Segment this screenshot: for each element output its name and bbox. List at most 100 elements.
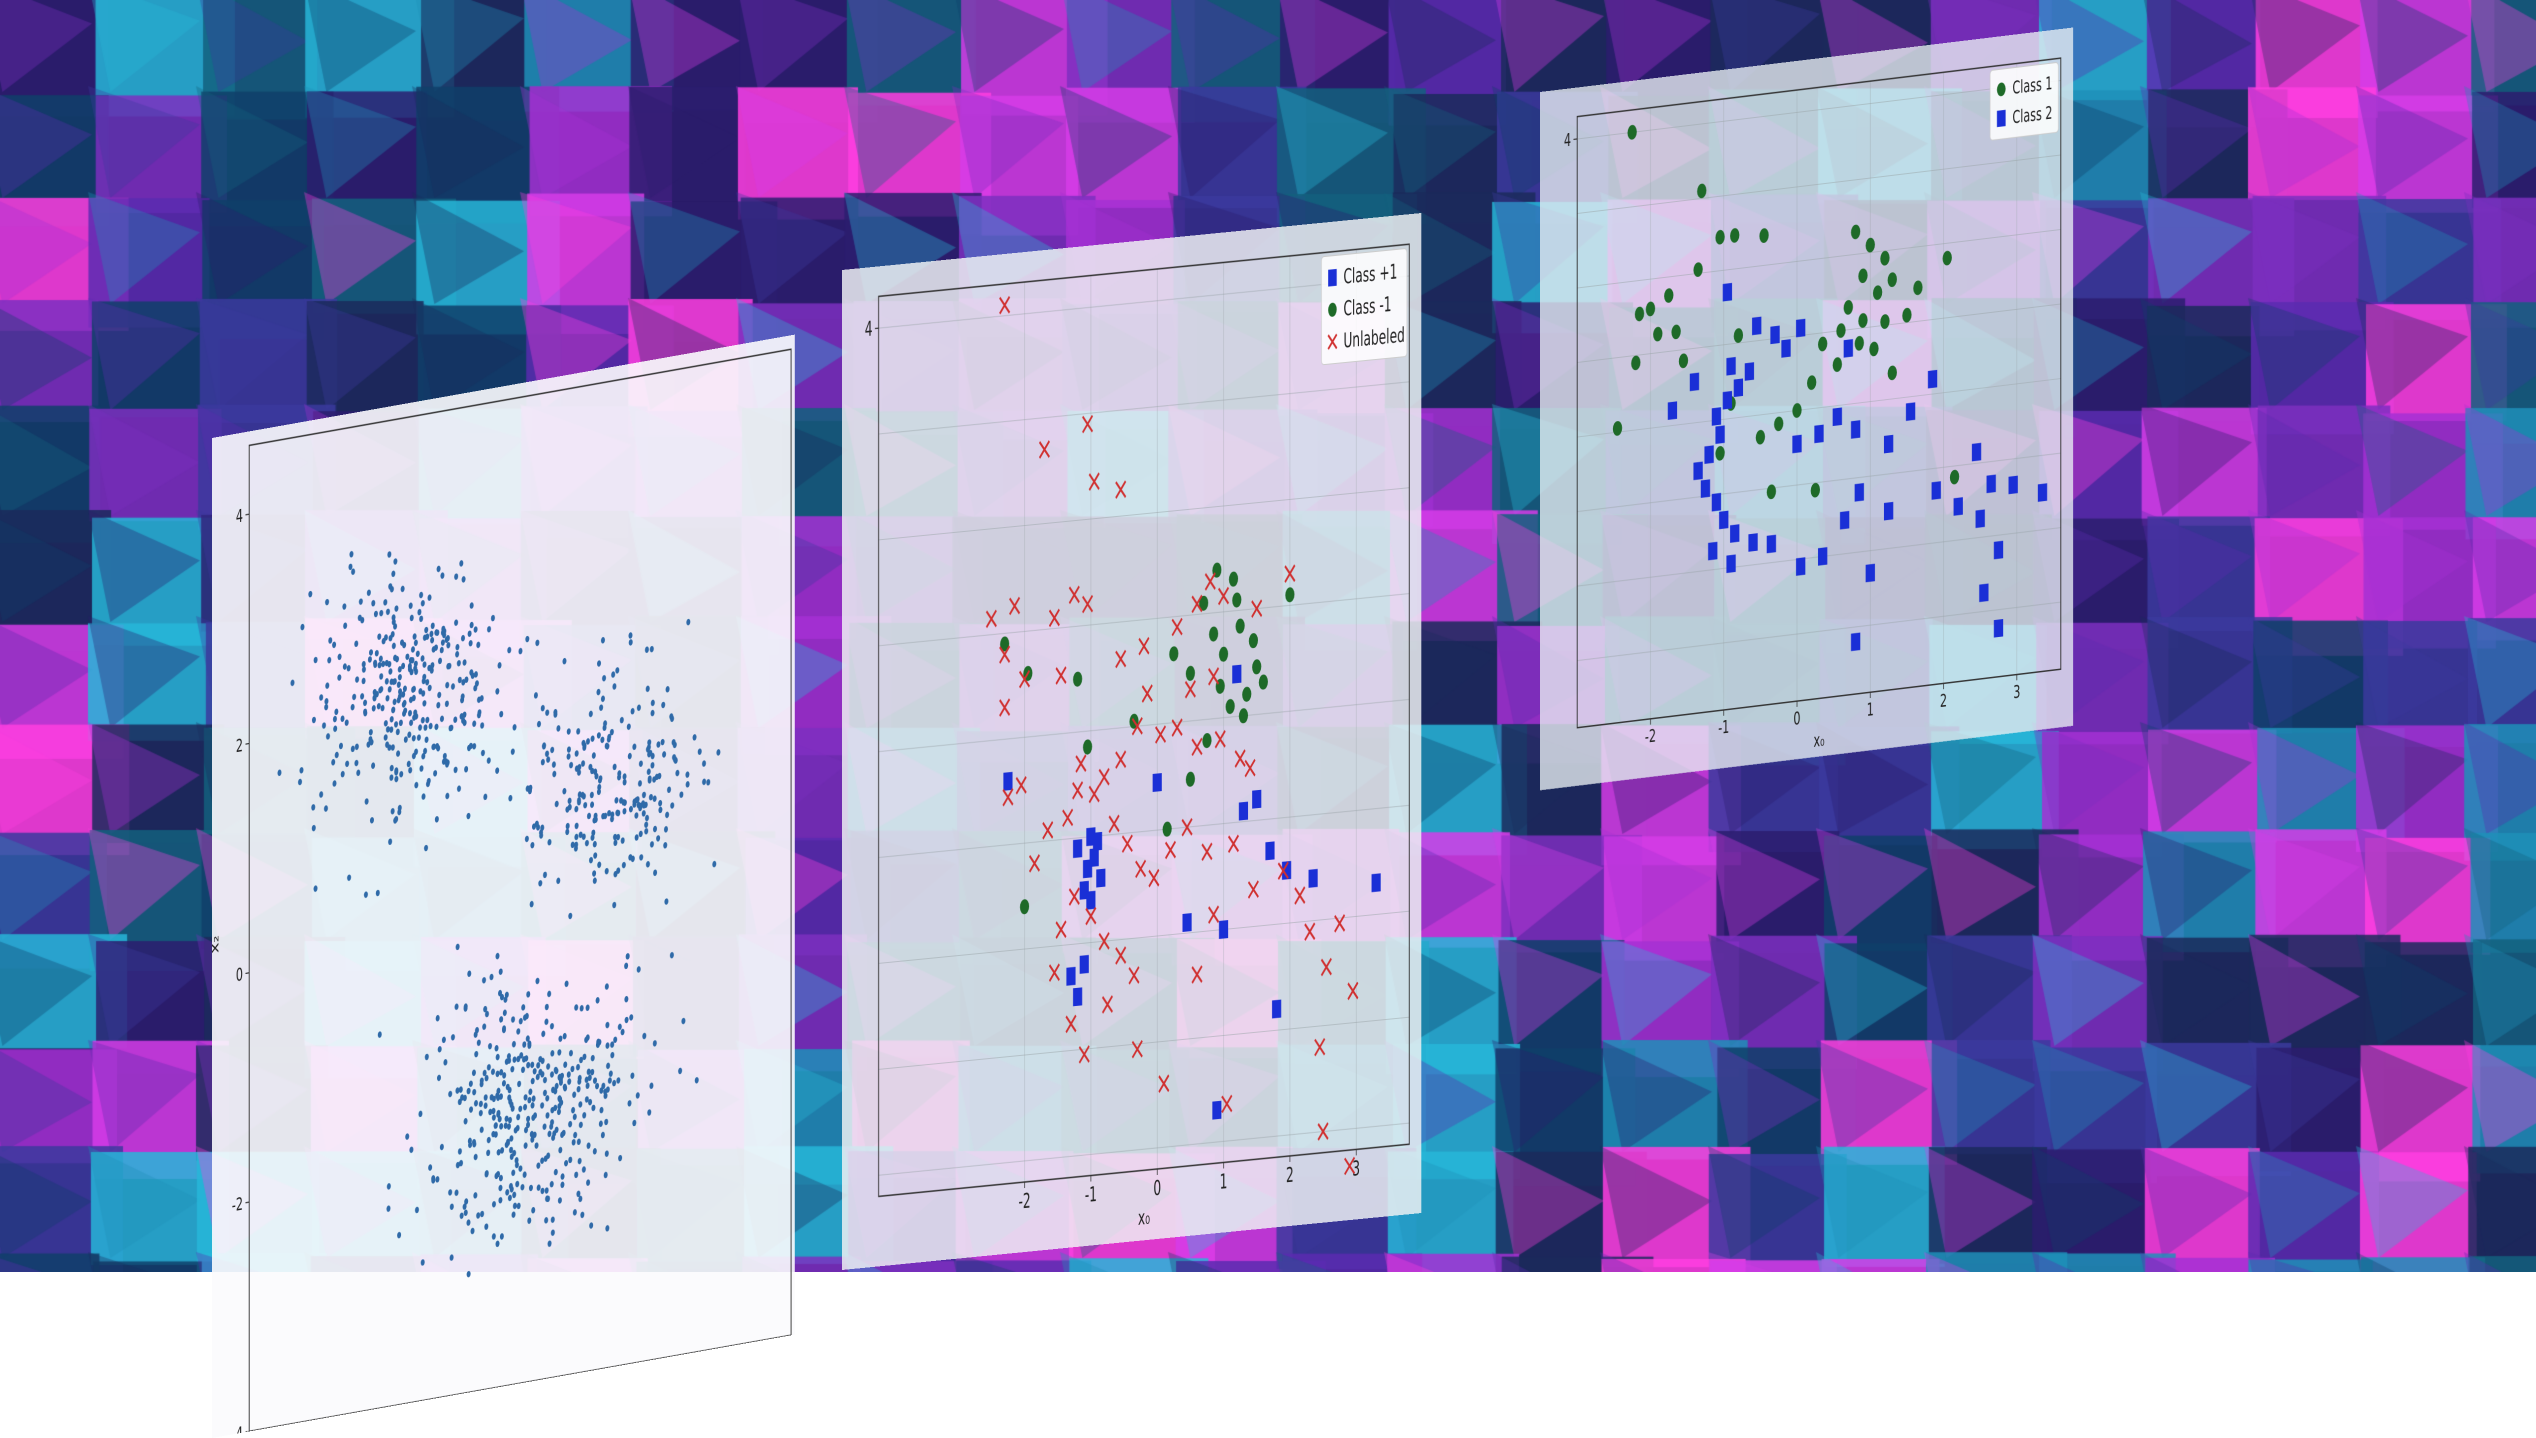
- point-class-2: [1726, 554, 1735, 573]
- point-class-2: [1745, 362, 1754, 381]
- y-tick: [245, 743, 249, 744]
- x-tick-label: -2: [1018, 1189, 1030, 1213]
- point-class-2: [2009, 476, 2018, 495]
- plot-background: [842, 213, 1422, 1270]
- legend-marker: [1997, 110, 2006, 127]
- point-class-1: [1272, 1000, 1281, 1019]
- x-tick-label: 0: [1153, 1177, 1161, 1201]
- point-class-2: [1701, 479, 1710, 498]
- point-class-2: [1704, 445, 1713, 464]
- point-class-2: [1668, 401, 1677, 420]
- y-axis-label: x₂: [212, 934, 221, 954]
- y-tick-label: 4: [1564, 130, 1571, 151]
- x-tick-label: -2: [1645, 726, 1656, 748]
- point-class-2: [1932, 481, 1941, 500]
- x-tick-label: 0: [1793, 709, 1800, 730]
- point-class-2: [1906, 402, 1915, 421]
- point-class-1: [1212, 1101, 1221, 1120]
- y-tick: [245, 514, 249, 515]
- point-class-2: [1994, 619, 2003, 638]
- legend-marker: [1328, 269, 1337, 287]
- point-class-1: [1093, 832, 1102, 851]
- point-class-2: [1979, 584, 1988, 603]
- x-tick-label: 2: [1286, 1163, 1294, 1187]
- point-class-1: [1309, 869, 1318, 888]
- point-class-1: [1252, 790, 1261, 809]
- point-class-2: [2038, 483, 2047, 502]
- x-tick-label: 3: [1352, 1157, 1360, 1181]
- point-class-2: [1796, 319, 1805, 338]
- point-class-2: [1715, 425, 1724, 444]
- point-class-2: [1844, 339, 1853, 358]
- point-class-2: [1884, 502, 1893, 521]
- point-class-1: [1239, 802, 1248, 821]
- point-class-2: [1928, 370, 1937, 389]
- y-tick: [245, 1202, 249, 1203]
- x-tick-label: -1: [1718, 717, 1729, 739]
- point-class-2: [1814, 425, 1823, 444]
- point-class-2: [1730, 524, 1739, 543]
- point-class-2: [1752, 317, 1761, 336]
- point-class-2: [1796, 557, 1805, 576]
- x-tick-label: 1: [1220, 1170, 1228, 1194]
- point-class-1: [1232, 665, 1241, 684]
- point-class-1: [1073, 839, 1082, 858]
- point-class-2: [1954, 497, 1963, 516]
- x-tick-label: -1: [1085, 1183, 1097, 1207]
- point-class-1: [1003, 772, 1012, 791]
- y-tick-label: 4: [236, 505, 243, 528]
- point-class-1: [1182, 913, 1191, 932]
- point-class-1: [1372, 873, 1381, 892]
- point-class-2: [1690, 373, 1699, 392]
- point-class-2: [1818, 547, 1827, 566]
- point-class-2: [1719, 511, 1728, 530]
- x-tick-label: 2: [1940, 691, 1947, 712]
- point-class-2: [1855, 483, 1864, 502]
- point-class-2: [1840, 511, 1849, 530]
- point-class-2: [1708, 542, 1717, 561]
- plot-background: [212, 335, 795, 1438]
- x-axis-label: x₀: [1813, 730, 1824, 752]
- y-tick: [245, 973, 249, 974]
- point-class-2: [1734, 378, 1743, 397]
- point-class-2: [1712, 407, 1721, 426]
- legend-label: Class -1: [1343, 293, 1391, 321]
- point-class-2: [1976, 509, 1985, 528]
- y-tick-label: 4: [865, 318, 873, 342]
- point-class-2: [1972, 443, 1981, 462]
- point-class-1: [1096, 869, 1105, 888]
- point-class-2: [1866, 564, 1875, 583]
- point-class-2: [1851, 420, 1860, 439]
- point-class-2: [1723, 391, 1732, 410]
- x-tick-label: 1: [1867, 700, 1874, 721]
- y-tick-label: -2: [232, 1193, 243, 1217]
- point-class-2: [1884, 435, 1893, 454]
- point-class-2: [1792, 435, 1801, 454]
- scatter-plot-1: 4 2 0 -2 -4 x₂: [212, 335, 795, 1438]
- point-class-1: [1090, 848, 1099, 867]
- y-tick-label: 2: [236, 734, 243, 757]
- point-class-2: [1851, 633, 1860, 652]
- point-class-1: [1073, 987, 1082, 1006]
- point-class-2: [1770, 326, 1779, 345]
- y-tick-label: 0: [236, 963, 243, 986]
- x-tick-label: 3: [2013, 682, 2020, 703]
- point-class-1: [1265, 841, 1274, 860]
- point-class-1: [1080, 955, 1089, 974]
- y-tick-label: -4: [232, 1422, 243, 1438]
- x-axis-label: x₀: [1138, 1206, 1150, 1230]
- point-class-2: [1712, 493, 1721, 512]
- point-class-2: [1693, 462, 1702, 481]
- point-class-2: [1726, 357, 1735, 376]
- point-class-1: [1153, 773, 1162, 792]
- point-class-2: [1987, 475, 1996, 494]
- point-class-2: [1994, 541, 2003, 560]
- point-class-1: [1219, 920, 1228, 939]
- point-class-1: [1086, 891, 1095, 910]
- point-class-2: [1833, 407, 1842, 426]
- point-class-2: [1723, 283, 1732, 302]
- point-class-1: [1066, 967, 1075, 986]
- y-tick: [245, 1431, 249, 1432]
